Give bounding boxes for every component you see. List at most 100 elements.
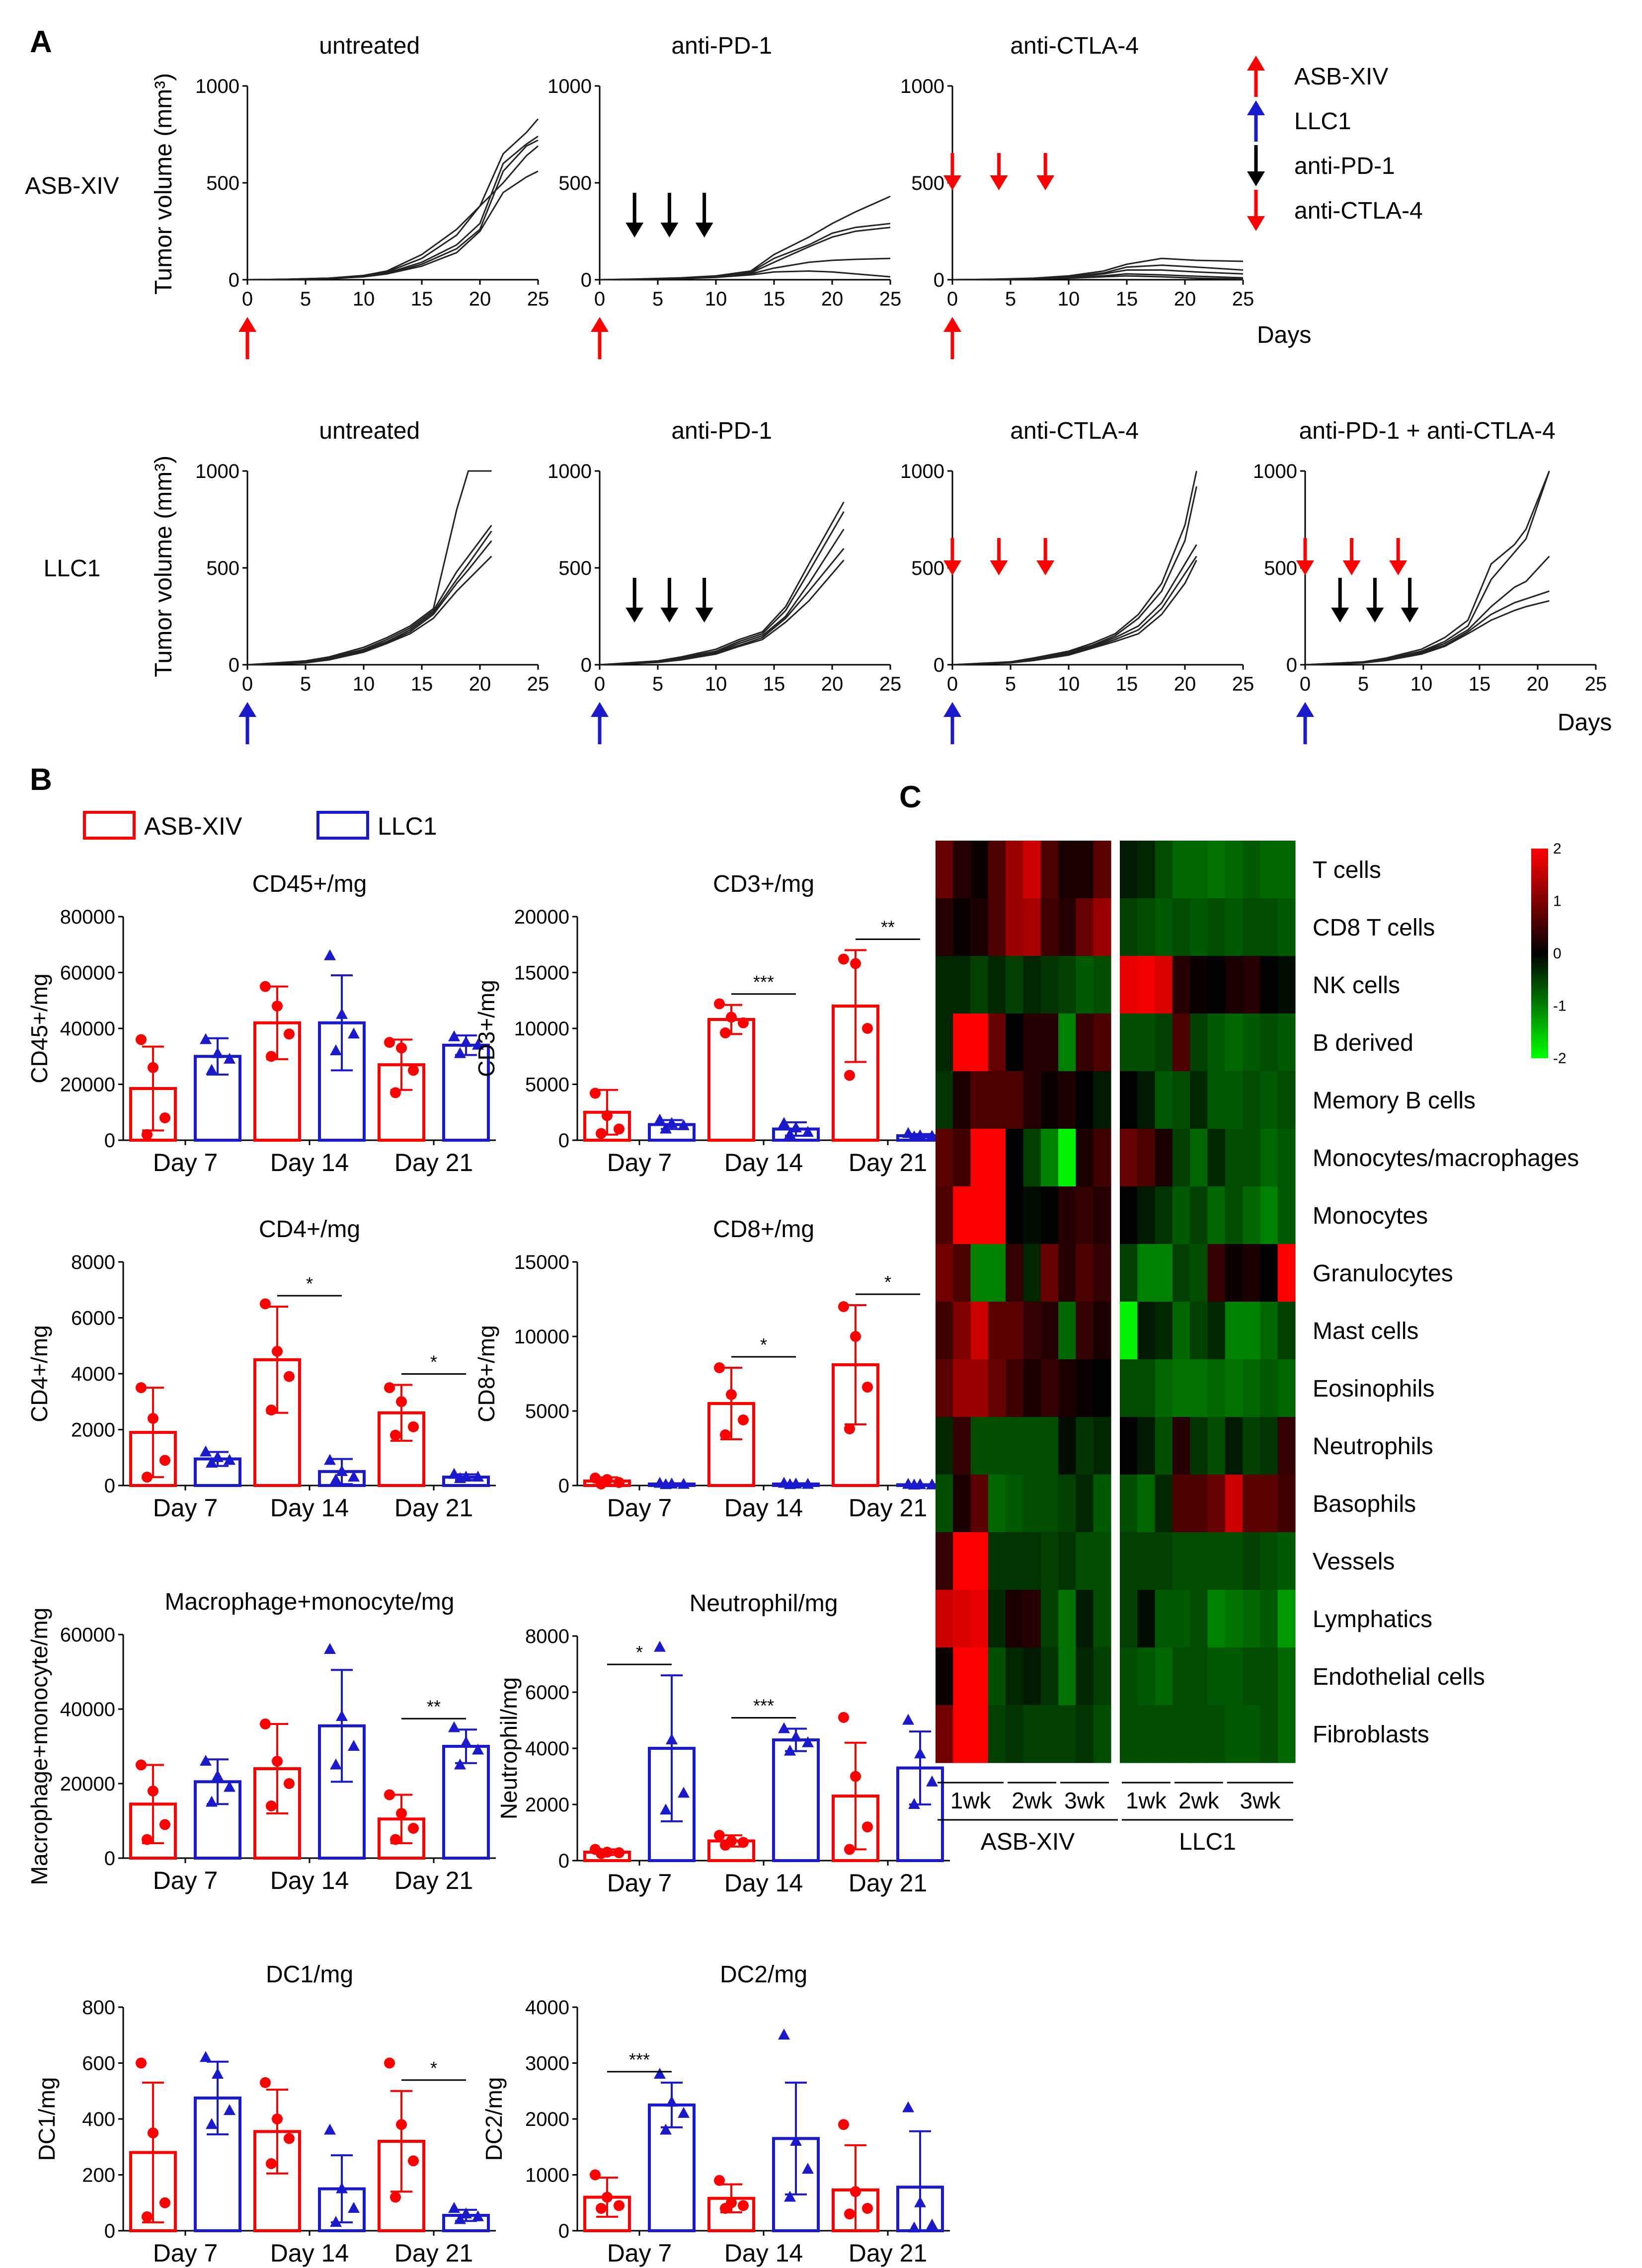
heatmap-cell — [1120, 1129, 1138, 1187]
data-point — [200, 1755, 212, 1766]
data-point — [324, 1643, 336, 1654]
data-point — [602, 1110, 613, 1121]
heatmap-cell — [1190, 956, 1208, 1014]
data-point — [472, 1743, 484, 1755]
data-point — [738, 1017, 749, 1028]
y-tick-label: 15000 — [514, 1251, 569, 1273]
legend-arrow-head — [1247, 171, 1265, 186]
heatmap-cell — [1155, 1417, 1173, 1475]
data-point — [902, 1714, 914, 1725]
heatmap-cell — [1058, 1590, 1076, 1648]
bar — [707, 1018, 755, 1142]
heatmap-cell — [1243, 956, 1260, 1014]
y-tick-label: 0 — [104, 2220, 115, 2242]
anti-ctla4-arrow — [1389, 538, 1407, 575]
panel-c: C T cells CD8 T cells NK cells B derived Mem… — [899, 780, 1579, 1855]
data-point — [224, 2104, 235, 2115]
heatmap-cell — [1137, 956, 1156, 1014]
heatmap-cell — [970, 841, 989, 899]
x-tick-label: 20 — [469, 673, 491, 695]
tumor-injection-arrow-head — [943, 702, 961, 717]
data-point — [678, 1119, 690, 1130]
heatmap-cell — [970, 1705, 989, 1763]
data-point — [802, 1736, 814, 1747]
heatmap-cell — [1023, 1532, 1041, 1590]
heatmap-cell — [1023, 841, 1041, 899]
data-point — [926, 1775, 938, 1787]
heatmap-cell — [1120, 1302, 1138, 1360]
y-axis-title: Macrophage+monocyte/mg — [26, 1608, 52, 1885]
data-point — [159, 1455, 170, 1466]
heatmap-cell — [1207, 841, 1226, 899]
heatmap-cell — [1076, 956, 1094, 1014]
heatmap-cell — [1172, 1532, 1190, 1590]
data-point — [272, 1756, 283, 1767]
heatmap-cell — [1023, 1475, 1041, 1533]
heatmap-cell — [1058, 1186, 1076, 1245]
legend-label-asb: ASB-XIV — [144, 812, 242, 840]
data-point — [844, 2208, 855, 2220]
y-axis-title: CD8+/mg — [473, 1325, 499, 1422]
y-tick-label: 60000 — [60, 1624, 115, 1646]
heatmap-cell — [1207, 1129, 1226, 1187]
chart-title: DC2/mg — [720, 1961, 807, 1988]
anti-ctla4-arrow-head — [1389, 560, 1407, 575]
y-tick-label: 400 — [82, 2109, 115, 2130]
heatmap-cell — [1260, 1129, 1278, 1187]
heatmap-row-label: Endothelial cells — [1313, 1664, 1485, 1690]
tumor-injection-arrow — [591, 702, 609, 744]
heatmap-cell — [936, 1071, 953, 1129]
anti-ctla4-arrow — [1296, 538, 1314, 575]
x-tick-label: 10 — [705, 673, 727, 695]
heatmap-cell — [1243, 898, 1260, 956]
heatmap-cell — [1260, 1475, 1278, 1533]
heatmap-cell — [1277, 1590, 1296, 1648]
heatmap-cell — [1023, 1014, 1041, 1072]
heatmap-cell — [1137, 1302, 1156, 1360]
anti-pd1-arrow — [695, 578, 713, 623]
y-tick-label: 20000 — [514, 906, 569, 928]
y-tick-label: 15000 — [514, 962, 569, 984]
data-point — [844, 1844, 855, 1855]
heatmap-cell — [1040, 1417, 1059, 1475]
heatmap-cell — [988, 898, 1006, 956]
heatmap-cell — [1006, 1014, 1024, 1072]
heatmap-cell — [953, 1359, 971, 1417]
heatmap-cell — [1277, 1071, 1296, 1129]
heatmap-cell — [936, 1244, 953, 1302]
heatmap-cell — [1207, 1186, 1226, 1245]
data-point — [212, 2068, 224, 2079]
data-point — [142, 1834, 153, 1845]
heatmap-cell — [1076, 1014, 1094, 1072]
heatmap-cell — [1076, 1590, 1094, 1648]
y-tick-label: 4000 — [71, 1363, 115, 1385]
heatmap-cell — [1225, 1475, 1243, 1533]
chart-title: CD8+/mg — [713, 1216, 814, 1243]
heatmap-cell — [988, 1014, 1006, 1072]
heatmap-cell — [1277, 1647, 1296, 1706]
heatmap-cell — [1207, 1244, 1226, 1302]
heatmap-cell — [1243, 1532, 1260, 1590]
heatmap-cell — [1277, 1129, 1296, 1187]
heatmap-cell — [1190, 1014, 1208, 1072]
heatmap-cell — [1137, 1186, 1156, 1245]
y-tick-label: 2000 — [525, 1794, 569, 1816]
data-point — [726, 1389, 737, 1400]
data-point — [660, 2123, 672, 2135]
y-axis-title: CD4+/mg — [26, 1325, 52, 1422]
data-point — [272, 1001, 283, 1012]
anti-ctla4-arrow-head — [943, 560, 961, 575]
heatmap-cell — [1137, 1590, 1156, 1648]
data-point — [390, 2191, 401, 2203]
column-group-label: 3wk — [1064, 1788, 1105, 1813]
heatmap-cell — [953, 1590, 971, 1648]
heatmap-cell — [970, 1014, 989, 1072]
legend-arrow-head — [1247, 216, 1265, 231]
heatmap-cell — [1006, 841, 1024, 899]
heatmap-cell — [1006, 1590, 1024, 1648]
heatmap-cell — [1155, 1647, 1173, 1706]
data-point — [926, 1130, 938, 1141]
tumor-curve — [247, 555, 492, 666]
heatmap-cell — [1155, 1475, 1173, 1533]
heatmap-cell — [936, 1590, 953, 1648]
